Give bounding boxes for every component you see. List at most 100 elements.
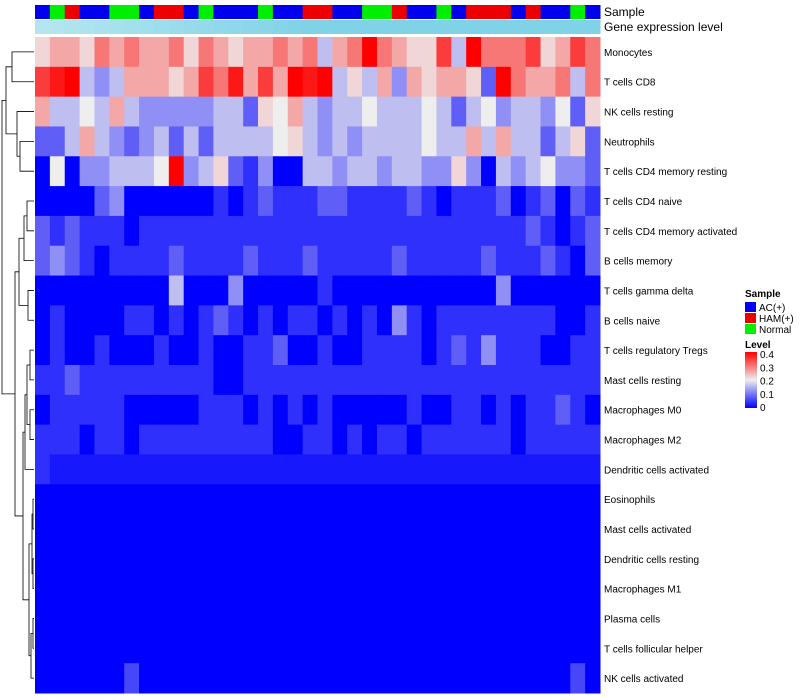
heatmap-cell — [243, 335, 259, 366]
heatmap-cell — [183, 394, 200, 426]
heatmap-cell — [495, 126, 512, 157]
heatmap-cell — [555, 156, 571, 187]
heatmap-cell — [406, 305, 423, 336]
heatmap-cell — [183, 514, 200, 545]
heatmap-cell — [302, 335, 318, 366]
heatmap-cell — [243, 454, 259, 485]
heatmap-cell — [317, 663, 333, 694]
heatmap-cell — [243, 394, 259, 426]
heatmap-cell — [139, 514, 155, 545]
heatmap-cell — [109, 573, 125, 605]
heatmap-cell — [109, 543, 125, 575]
expression-annotation-cell — [124, 20, 140, 34]
heatmap-cell — [258, 66, 274, 98]
heatmap-cell — [198, 394, 214, 426]
heatmap-cell — [347, 484, 363, 515]
heatmap-cell — [376, 663, 393, 694]
heatmap-cell — [540, 66, 556, 98]
dendrogram-branch — [26, 200, 34, 232]
heatmap-cell — [347, 186, 363, 217]
heatmap-cell — [64, 186, 81, 217]
heatmap-cell — [168, 126, 185, 157]
heatmap-cell — [183, 156, 200, 187]
heatmap-cell — [570, 215, 586, 247]
heatmap-cell — [139, 126, 155, 157]
heatmap-cell — [228, 186, 244, 217]
heatmap-cell — [213, 335, 229, 366]
heatmap-cell — [168, 454, 185, 485]
heatmap-cell — [35, 245, 51, 277]
heatmap-cell — [495, 663, 512, 694]
heatmap-cell — [124, 633, 140, 664]
heatmap-cell — [153, 37, 170, 68]
heatmap-cell — [228, 365, 244, 396]
heatmap-cell — [183, 484, 200, 515]
expression-annotation-cell — [49, 20, 66, 34]
heatmap-cell — [124, 394, 140, 426]
heatmap-cell — [406, 543, 423, 575]
heatmap-cell — [272, 66, 289, 98]
heatmap-cell — [64, 633, 81, 664]
heatmap-cell — [570, 484, 586, 515]
row-label: T cells CD4 naive — [604, 197, 683, 208]
expression-annotation-cell — [391, 20, 408, 34]
heatmap-cell — [272, 37, 289, 68]
heatmap-cell — [168, 245, 185, 277]
heatmap-cell — [391, 305, 408, 336]
heatmap-cell — [570, 66, 586, 98]
dendrogram-branch — [26, 364, 30, 426]
heatmap-cell — [64, 215, 81, 247]
heatmap-cell — [451, 126, 467, 157]
dendrogram-branch — [29, 409, 34, 440]
dendrogram-branch — [1, 99, 15, 395]
heatmap-cell — [347, 305, 363, 336]
legend: Sample AC(+)HAM(+)Normal Level 0.4 0.3 0.2… — [745, 289, 794, 414]
expression-annotation-cell — [109, 20, 125, 34]
heatmap-cell — [287, 573, 304, 605]
sample-annotation-cell — [258, 5, 274, 19]
heatmap-cell — [421, 365, 437, 396]
heatmap-cell — [302, 275, 318, 306]
sample-annotation-cell — [272, 5, 289, 19]
heatmap-cell — [258, 96, 274, 127]
heatmap-cell — [139, 573, 155, 605]
sample-annotation-bar — [35, 5, 601, 19]
dendrogram-branch — [5, 66, 17, 135]
heatmap-cell — [64, 454, 81, 485]
heatmap-cell — [347, 633, 363, 664]
heatmap-cell — [213, 633, 229, 664]
heatmap-cell — [124, 603, 140, 634]
heatmap-cell — [272, 603, 289, 634]
heatmap-cell — [139, 424, 155, 455]
heatmap-cell — [139, 215, 155, 247]
heatmap-cell — [362, 663, 378, 694]
heatmap-cell — [451, 484, 467, 515]
heatmap-cell — [109, 663, 125, 694]
heatmap-cell — [64, 543, 81, 575]
heatmap-cell — [168, 96, 185, 127]
heatmap-cell — [451, 543, 467, 575]
expression-annotation-cell — [585, 20, 601, 34]
sample-legend-swatch — [745, 302, 756, 312]
heatmap-cell — [510, 96, 527, 127]
heatmap-cell — [495, 96, 512, 127]
heatmap-cell — [124, 96, 140, 127]
heatmap-cell — [198, 156, 214, 187]
heatmap-cell — [555, 663, 571, 694]
heatmap-cell — [525, 96, 542, 127]
heatmap-cell — [525, 66, 542, 98]
heatmap-cell — [213, 66, 229, 98]
heatmap-cell — [198, 96, 214, 127]
heatmap-cell — [124, 543, 140, 575]
heatmap-cell — [540, 603, 556, 634]
heatmap-cell — [362, 394, 378, 426]
heatmap-cell — [362, 633, 378, 664]
heatmap-cell — [94, 305, 110, 336]
heatmap-cell — [406, 424, 423, 455]
heatmap-cell — [213, 484, 229, 515]
heatmap-cell — [124, 37, 140, 68]
heatmap-cell — [139, 484, 155, 515]
heatmap-cell — [168, 424, 185, 455]
heatmap-cell — [64, 37, 81, 68]
heatmap-cell — [332, 275, 348, 306]
